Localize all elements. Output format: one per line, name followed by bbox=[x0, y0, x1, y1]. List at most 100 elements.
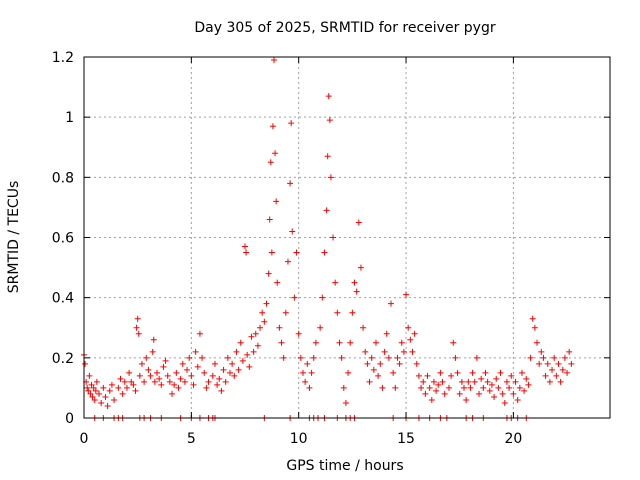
data-point bbox=[87, 390, 94, 397]
data-point bbox=[370, 366, 377, 373]
data-point bbox=[319, 294, 326, 301]
data-point bbox=[192, 348, 199, 355]
data-point bbox=[151, 378, 158, 385]
data-point bbox=[452, 354, 459, 361]
data-point bbox=[91, 396, 98, 403]
data-point bbox=[261, 318, 268, 325]
data-point bbox=[418, 384, 425, 391]
data-point bbox=[181, 378, 188, 385]
data-point bbox=[271, 57, 278, 64]
y-tick-label: 0.6 bbox=[52, 231, 74, 247]
data-point bbox=[267, 159, 274, 166]
y-axis-label: SRMTID / TECUs bbox=[6, 181, 22, 294]
y-tick-label: 0.4 bbox=[52, 291, 74, 307]
data-point bbox=[138, 360, 145, 367]
data-point bbox=[194, 363, 201, 370]
data-point bbox=[257, 324, 264, 331]
data-point bbox=[297, 354, 304, 361]
data-point bbox=[222, 378, 229, 385]
data-point bbox=[126, 369, 133, 376]
x-axis-label: GPS time / hours bbox=[286, 458, 403, 474]
data-point bbox=[89, 393, 96, 400]
data-point bbox=[302, 378, 309, 385]
data-point bbox=[209, 372, 216, 379]
data-point bbox=[231, 372, 238, 379]
data-point bbox=[540, 354, 547, 361]
data-point bbox=[564, 369, 571, 376]
data-point bbox=[324, 153, 331, 160]
data-point bbox=[82, 360, 89, 367]
data-point bbox=[263, 300, 270, 307]
y-tick-label: 0 bbox=[65, 411, 74, 427]
data-point bbox=[220, 366, 227, 373]
data-point bbox=[287, 180, 294, 187]
data-point bbox=[437, 369, 444, 376]
data-point bbox=[171, 381, 178, 388]
data-point bbox=[250, 348, 257, 355]
data-point bbox=[173, 369, 180, 376]
data-point bbox=[409, 348, 416, 355]
data-point bbox=[407, 336, 414, 343]
data-point bbox=[289, 228, 296, 235]
data-point bbox=[317, 324, 324, 331]
data-point bbox=[488, 381, 495, 388]
data-point bbox=[282, 309, 289, 316]
data-point bbox=[394, 354, 401, 361]
data-point bbox=[357, 264, 364, 271]
data-point bbox=[482, 369, 489, 376]
data-point bbox=[499, 390, 506, 397]
data-point bbox=[321, 249, 328, 256]
data-point bbox=[473, 354, 480, 361]
data-point bbox=[135, 330, 142, 337]
data-point bbox=[377, 360, 384, 367]
data-point bbox=[403, 291, 410, 298]
data-point bbox=[566, 348, 573, 355]
data-point bbox=[265, 270, 272, 277]
grid-lines bbox=[84, 57, 610, 418]
data-point bbox=[299, 369, 306, 376]
data-point bbox=[493, 375, 500, 382]
data-point bbox=[527, 354, 534, 361]
data-point bbox=[141, 378, 148, 385]
data-point bbox=[205, 378, 212, 385]
data-point bbox=[467, 384, 474, 391]
data-point bbox=[136, 372, 143, 379]
data-point bbox=[549, 366, 556, 373]
data-point bbox=[342, 399, 349, 406]
data-point bbox=[534, 339, 541, 346]
data-point bbox=[469, 369, 476, 376]
data-point bbox=[201, 369, 208, 376]
data-point bbox=[480, 384, 487, 391]
data-point bbox=[385, 354, 392, 361]
plot-border bbox=[83, 56, 611, 419]
data-point bbox=[495, 384, 502, 391]
data-point bbox=[531, 324, 538, 331]
data-point bbox=[523, 375, 530, 382]
data-point bbox=[156, 375, 163, 382]
data-point bbox=[269, 123, 276, 130]
y-tick-label: 1.2 bbox=[52, 50, 74, 66]
data-point bbox=[439, 378, 446, 385]
data-point bbox=[366, 378, 373, 385]
data-point bbox=[392, 384, 399, 391]
data-point bbox=[121, 378, 128, 385]
data-point bbox=[244, 351, 251, 358]
data-point bbox=[383, 330, 390, 337]
data-point bbox=[568, 360, 575, 367]
data-point bbox=[553, 372, 560, 379]
data-point bbox=[133, 324, 140, 331]
data-point bbox=[508, 372, 515, 379]
data-point bbox=[323, 207, 330, 214]
data-point bbox=[538, 348, 545, 355]
data-point bbox=[362, 348, 369, 355]
data-point bbox=[388, 300, 395, 307]
data-point bbox=[484, 378, 491, 385]
data-point bbox=[186, 354, 193, 361]
data-point bbox=[396, 360, 403, 367]
data-point bbox=[274, 279, 281, 286]
data-point bbox=[88, 381, 95, 388]
data-point bbox=[521, 387, 528, 394]
data-point bbox=[211, 360, 218, 367]
data-point bbox=[259, 309, 266, 316]
data-point bbox=[90, 384, 97, 391]
